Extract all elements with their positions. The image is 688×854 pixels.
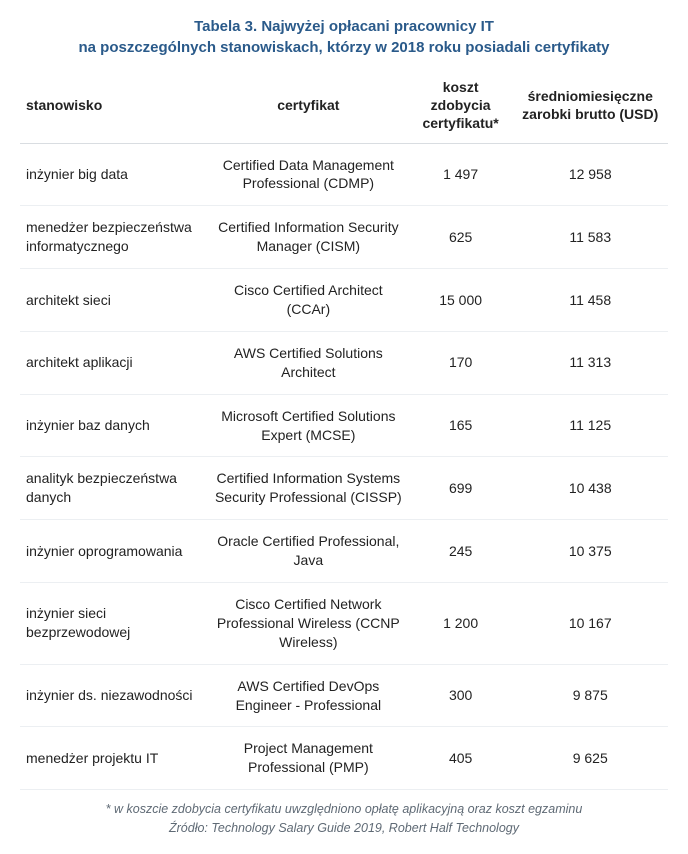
cell-cost: 1 497 [409,143,513,206]
cell-earnings: 9 625 [512,727,668,790]
cell-certificate: Cisco Certified Network Professional Wir… [208,583,409,665]
cell-cost: 300 [409,664,513,727]
table-footnote-block: * w koszcie zdobycia certyfikatu uwzględ… [20,800,668,838]
cell-position: menedżer bezpieczeństwa informatycznego [20,206,208,269]
col-header-position: stanowisko [20,68,208,143]
table-row: menedżer bezpieczeństwa informatycznegoC… [20,206,668,269]
cell-earnings: 11 313 [512,331,668,394]
cell-cost: 625 [409,206,513,269]
cell-earnings: 11 458 [512,269,668,332]
cell-earnings: 10 167 [512,583,668,665]
cell-earnings: 11 125 [512,394,668,457]
cell-certificate: AWS Certified DevOps Engineer - Professi… [208,664,409,727]
cell-earnings: 11 583 [512,206,668,269]
cell-certificate: Oracle Certified Professional, Java [208,520,409,583]
cell-certificate: Cisco Certified Architect (CCAr) [208,269,409,332]
cell-earnings: 10 438 [512,457,668,520]
cell-earnings: 9 875 [512,664,668,727]
cell-earnings: 10 375 [512,520,668,583]
table-row: inżynier baz danychMicrosoft Certified S… [20,394,668,457]
cell-cost: 405 [409,727,513,790]
cell-certificate: Microsoft Certified Solutions Expert (MC… [208,394,409,457]
table-title: Tabela 3. Najwyżej opłacani pracownicy I… [20,16,668,58]
cell-cost: 170 [409,331,513,394]
cell-certificate: Project Management Professional (PMP) [208,727,409,790]
table-row: architekt aplikacjiAWS Certified Solutio… [20,331,668,394]
cell-cost: 165 [409,394,513,457]
source-text: Źródło: Technology Salary Guide 2019, Ro… [20,819,668,838]
cell-position: menedżer projektu IT [20,727,208,790]
cell-position: analityk bezpieczeństwa danych [20,457,208,520]
col-header-earnings: średniomiesięczne zarobki brutto (USD) [512,68,668,143]
table-row: analityk bezpieczeństwa danychCertified … [20,457,668,520]
cell-position: inżynier oprogramowania [20,520,208,583]
title-line-2: na poszczególnych stanowiskach, którzy w… [78,39,609,56]
cell-position: architekt sieci [20,269,208,332]
cell-certificate: AWS Certified Solutions Architect [208,331,409,394]
cell-position: inżynier big data [20,143,208,206]
table-row: inżynier big dataCertified Data Manageme… [20,143,668,206]
cell-cost: 245 [409,520,513,583]
table-row: inżynier ds. niezawodnościAWS Certified … [20,664,668,727]
table-row: menedżer projektu ITProject Management P… [20,727,668,790]
footnote-text: * w koszcie zdobycia certyfikatu uwzględ… [20,800,668,819]
header-row: stanowisko certyfikat koszt zdobycia cer… [20,68,668,143]
cell-certificate: Certified Data Management Professional (… [208,143,409,206]
cell-cost: 1 200 [409,583,513,665]
title-line-1: Tabela 3. Najwyżej opłacani pracownicy I… [194,18,494,35]
cell-cost: 699 [409,457,513,520]
cell-cost: 15 000 [409,269,513,332]
table-row: inżynier sieci bezprzewodowejCisco Certi… [20,583,668,665]
table-row: inżynier oprogramowaniaOracle Certified … [20,520,668,583]
table-row: architekt sieciCisco Certified Architect… [20,269,668,332]
cell-certificate: Certified Information Security Manager (… [208,206,409,269]
col-header-certificate: certyfikat [208,68,409,143]
cell-position: inżynier sieci bezprzewodowej [20,583,208,665]
cell-earnings: 12 958 [512,143,668,206]
cell-position: architekt aplikacji [20,331,208,394]
cell-position: inżynier ds. niezawodności [20,664,208,727]
cell-position: inżynier baz danych [20,394,208,457]
cell-certificate: Certified Information Systems Security P… [208,457,409,520]
col-header-cost: koszt zdobycia certyfikatu* [409,68,513,143]
salary-table: stanowisko certyfikat koszt zdobycia cer… [20,68,668,790]
